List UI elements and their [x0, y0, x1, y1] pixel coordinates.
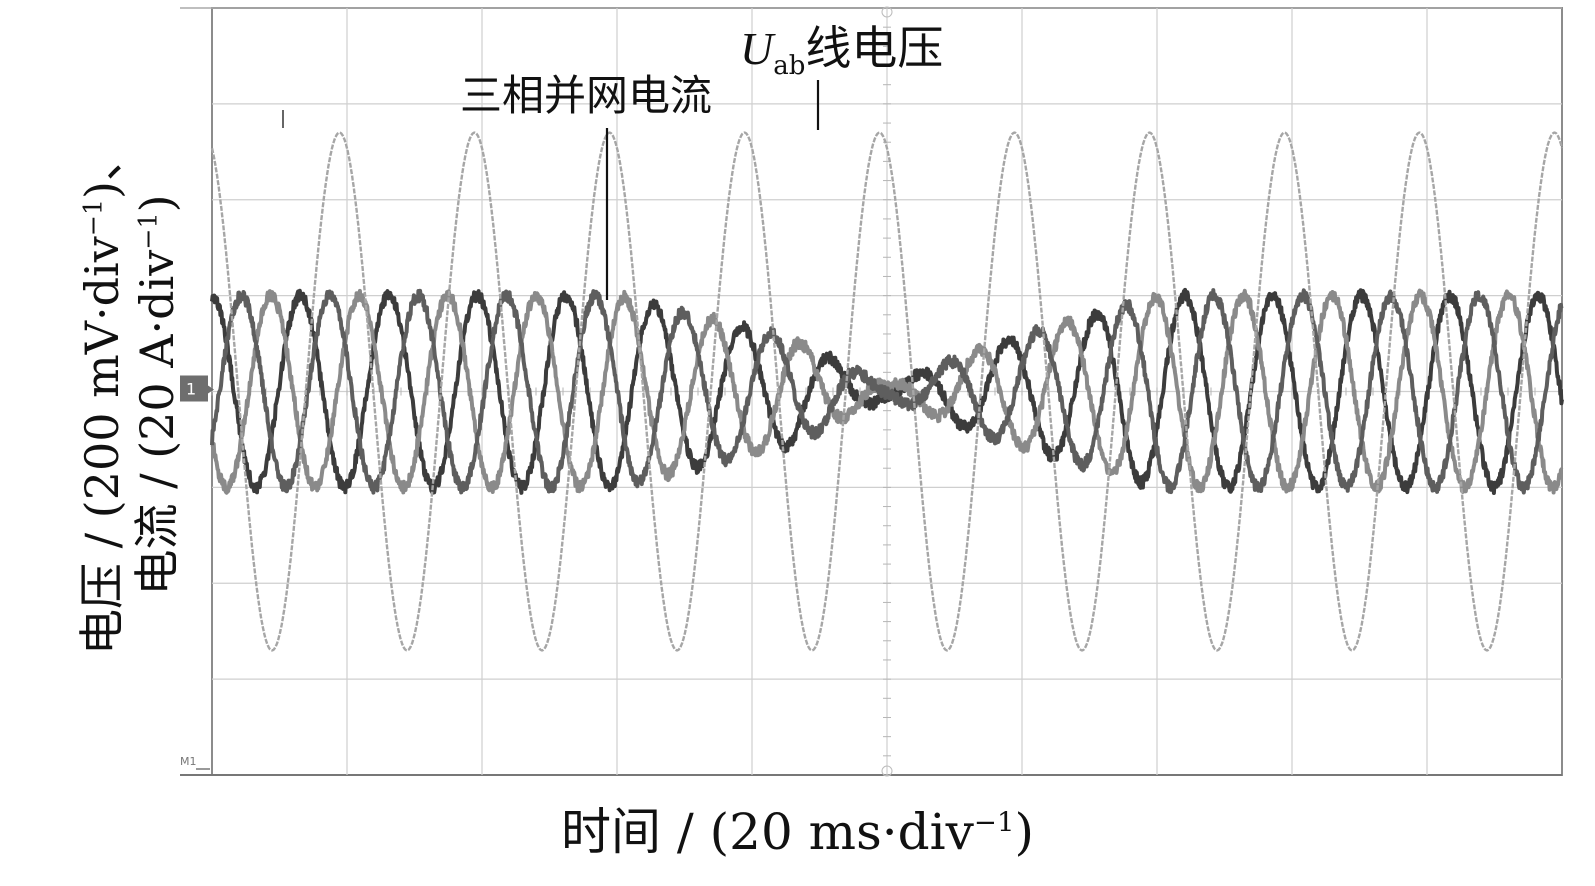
current-annotation: 三相并网电流 — [460, 71, 713, 120]
y-label-current-exponent: −1 — [133, 212, 163, 250]
uab-annotation: Uab线电压 — [740, 12, 943, 81]
annotation-pointers — [282, 80, 820, 300]
y-axis-label-current: 电流 / (20 A·div−1) — [130, 135, 185, 655]
y-label-voltage-main: 电压 / (200 mV·div — [74, 236, 129, 655]
ch1-marker-box — [180, 375, 208, 402]
y-label-current-close: ) — [130, 194, 184, 213]
ch1-marker-label: 1 — [186, 380, 196, 399]
uab-symbol: U — [740, 23, 774, 74]
x-axis-label-close: ) — [1014, 803, 1034, 861]
x-axis-label-exponent: −1 — [973, 806, 1015, 839]
chart-traces — [210, 131, 1564, 652]
y-axis-label: 电压 / (200 mV·div−1)、 电流 / (20 A·div−1) — [75, 135, 185, 655]
y-axis-label-voltage: 电压 / (200 mV·div−1)、 — [75, 135, 130, 655]
y-label-voltage-close: )、 — [74, 135, 129, 199]
x-axis-label-main: 时间 / (20 ms·div — [561, 803, 974, 861]
trigger-marker-bottom — [881, 765, 893, 777]
trigger-marker — [881, 6, 893, 18]
y-label-voltage-exponent: −1 — [78, 198, 108, 237]
current-trace — [210, 288, 1564, 495]
current-trace — [210, 288, 1564, 495]
x-axis-label: 时间 / (20 ms·div−1) — [0, 792, 1595, 864]
channel-markers: 1 M1 — [180, 375, 214, 770]
uab-subscript: ab — [773, 51, 806, 82]
uab-label: 线电压 — [805, 21, 944, 75]
ch1-marker-arrow — [208, 385, 214, 394]
voltage-trace — [210, 131, 1564, 652]
y-label-current-main: 电流 / (20 A·div — [130, 249, 184, 596]
m1-marker-label: M1 — [180, 755, 197, 768]
